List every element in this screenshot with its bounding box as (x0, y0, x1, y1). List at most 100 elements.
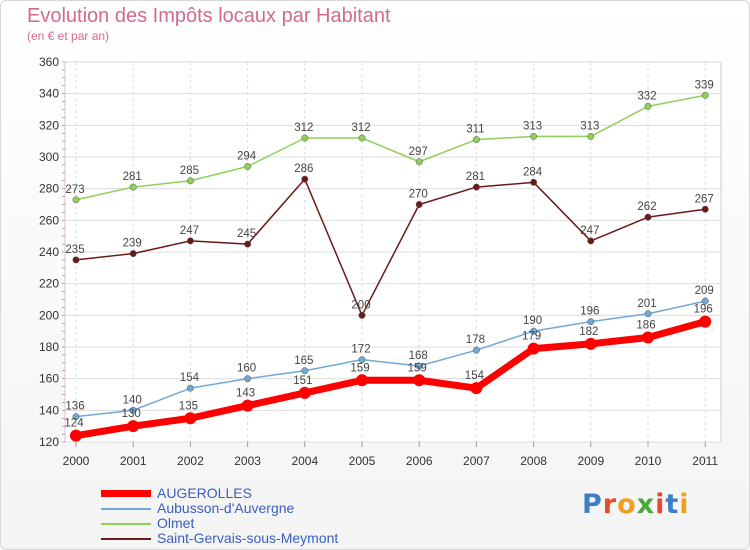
data-label: 312 (294, 122, 313, 134)
data-point (301, 134, 309, 142)
x-tick-label: 2009 (577, 454, 604, 468)
data-label: 130 (122, 408, 141, 420)
data-point (587, 318, 595, 326)
x-tick-label: 2006 (406, 454, 433, 468)
data-point (415, 158, 423, 166)
data-label: 159 (408, 362, 427, 374)
data-label: 270 (409, 189, 428, 201)
data-point (413, 374, 426, 387)
y-tick-label: 160 (39, 372, 59, 386)
data-label: 273 (65, 184, 84, 196)
data-point (358, 356, 366, 364)
x-tick-label: 2010 (635, 454, 662, 468)
data-point (301, 367, 309, 375)
data-label: 312 (351, 122, 370, 134)
data-label: 297 (409, 146, 428, 158)
legend-label: AUGEROLLES (157, 485, 252, 501)
data-label: 179 (522, 331, 541, 343)
x-tick-label: 2007 (463, 454, 490, 468)
data-label: 186 (636, 320, 655, 332)
series-line (75, 94, 706, 201)
y-tick-label: 320 (39, 118, 59, 132)
legend-swatch (101, 490, 151, 497)
x-tick-label: 2000 (63, 454, 90, 468)
data-point (186, 237, 194, 245)
y-tick-label: 200 (39, 308, 59, 322)
data-label: 262 (637, 201, 656, 213)
series-line (75, 318, 707, 440)
data-label: 124 (64, 418, 84, 430)
legend-swatch (101, 523, 151, 525)
data-label: 313 (580, 120, 599, 132)
data-point (186, 177, 194, 185)
data-point (530, 327, 538, 335)
data-point (415, 362, 423, 370)
data-label: 201 (637, 298, 656, 310)
x-tick-label: 2003 (234, 454, 261, 468)
data-point (415, 201, 423, 208)
data-label: 209 (695, 285, 714, 297)
data-point (72, 413, 80, 421)
data-label: 151 (293, 375, 312, 387)
data-point (241, 399, 254, 412)
data-label: 339 (695, 79, 714, 91)
legend-label: Aubusson-d'Auvergne (157, 500, 295, 516)
data-point (129, 183, 137, 191)
y-tick-label: 340 (39, 87, 59, 101)
data-point (527, 342, 540, 355)
data-point (127, 420, 140, 433)
y-tick-label: 300 (39, 150, 59, 164)
y-tick-label: 260 (39, 213, 59, 227)
data-label: 154 (465, 370, 485, 382)
data-point (356, 374, 368, 387)
data-point (701, 91, 709, 99)
y-tick-label: 180 (39, 340, 59, 354)
data-point (584, 337, 597, 350)
data-point (530, 178, 538, 186)
data-label: 284 (523, 166, 543, 178)
data-label: 172 (351, 344, 370, 356)
x-tick-label: 2008 (520, 454, 547, 468)
data-point (644, 213, 652, 221)
data-label: 143 (236, 388, 255, 400)
data-point (129, 250, 137, 258)
data-point (70, 429, 82, 442)
y-tick-label: 220 (39, 277, 59, 291)
data-label: 281 (466, 171, 485, 183)
data-label: 178 (466, 334, 485, 346)
data-label: 294 (237, 151, 257, 163)
data-label: 313 (523, 120, 542, 132)
legend-label: Saint-Gervais-sous-Meymont (157, 530, 339, 546)
data-label: 135 (179, 400, 198, 412)
data-point (699, 315, 712, 328)
data-label: 154 (180, 372, 200, 384)
data-point (72, 256, 80, 264)
data-point (244, 240, 252, 248)
data-point (701, 205, 709, 213)
data-label: 160 (237, 363, 256, 375)
x-tick-label: 2004 (291, 454, 318, 468)
proxiti-logo: Proxiti (582, 489, 690, 520)
x-tick-label: 2002 (177, 454, 204, 468)
data-point (472, 136, 480, 144)
data-label: 286 (294, 163, 313, 175)
data-label: 196 (694, 304, 713, 316)
data-label: 196 (580, 306, 599, 318)
data-label: 239 (123, 238, 142, 250)
data-label: 281 (123, 171, 142, 183)
chart-title: Evolution des Impôts locaux par Habitant (27, 5, 391, 27)
legend-swatch (101, 538, 151, 540)
data-point (72, 196, 80, 204)
data-point (701, 297, 709, 305)
data-point (301, 175, 309, 183)
data-point (244, 163, 252, 170)
data-point (358, 134, 366, 142)
data-label: 182 (579, 326, 598, 338)
data-point (186, 384, 194, 392)
data-label: 247 (580, 225, 599, 237)
chart-subtitle: (en € et par an) (27, 29, 110, 43)
legend-swatch (101, 508, 151, 510)
y-tick-label: 360 (39, 55, 59, 69)
